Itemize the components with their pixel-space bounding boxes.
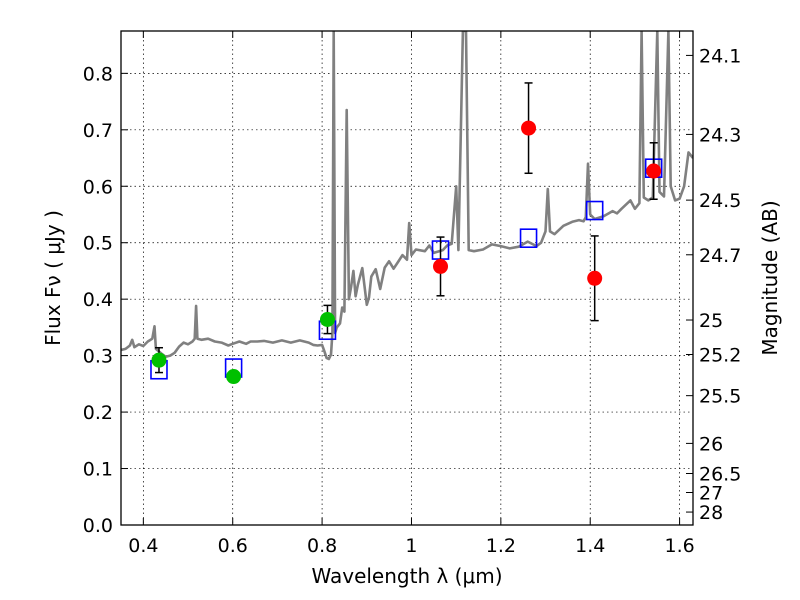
right-tick-label: 24.3 <box>699 124 741 146</box>
right-tick-label: 25 <box>699 310 723 332</box>
y-tick-label: 0.1 <box>83 459 113 481</box>
right-tick-label: 27 <box>699 483 723 505</box>
observed-point <box>319 311 335 327</box>
y-tick-label: 0.6 <box>83 176 113 198</box>
x-tick-label: 1.4 <box>575 535 605 557</box>
x-tick-label: 1.2 <box>486 535 516 557</box>
spectrum-line <box>121 31 693 361</box>
plot-clip <box>121 31 693 385</box>
model-photometry-square <box>585 200 604 221</box>
y-tick-label: 0.0 <box>83 515 113 537</box>
y-tick-label: 0.3 <box>83 346 113 368</box>
observed-point <box>587 270 603 286</box>
observed-point <box>521 120 537 136</box>
x-tick-label: 1.6 <box>664 535 694 557</box>
right-tick-label: 28 <box>699 502 723 524</box>
y-tick-label: 0.4 <box>83 289 113 311</box>
grid-lines <box>121 31 693 526</box>
x-axis-title: Wavelength λ (μm) <box>311 564 502 588</box>
y-tick-label: 0.8 <box>83 63 113 85</box>
observed-point <box>226 369 242 385</box>
model-photometry-square <box>519 228 538 248</box>
y-tick-label: 0.2 <box>83 402 113 424</box>
right-tick-label: 25.2 <box>699 345 741 367</box>
observed-point <box>433 258 449 274</box>
plot-frame <box>120 30 694 526</box>
axis-ticks <box>121 31 693 526</box>
right-axis-title: Magnitude (AB) <box>758 200 782 355</box>
y-tick-label: 0.7 <box>83 120 113 142</box>
x-tick-label: 0.8 <box>307 535 337 557</box>
x-tick-label: 1 <box>405 535 417 557</box>
right-tick-label: 26.5 <box>699 464 741 486</box>
y-tick-label: 0.5 <box>83 233 113 255</box>
x-tick-label: 0.6 <box>218 535 248 557</box>
x-tick-label: 0.4 <box>128 535 158 557</box>
y-axis-title: Flux Fν ( μJy ) <box>41 210 65 346</box>
right-tick-label: 24.7 <box>699 245 741 267</box>
marker-layer <box>150 82 663 385</box>
axis-labels: 0.4 0.6 0.8 1 1.2 1.4 1.6 0.0 0.1 0.2 0.3 0.4 0.5 0.6… <box>83 45 742 557</box>
observed-point <box>646 163 662 179</box>
right-tick-label: 25.5 <box>699 386 741 408</box>
right-tick-label: 24.1 <box>699 45 741 67</box>
spectrum-layer <box>121 31 693 361</box>
right-tick-label: 24.5 <box>699 190 741 212</box>
right-tick-label: 26 <box>699 433 723 455</box>
observed-point <box>151 352 167 368</box>
